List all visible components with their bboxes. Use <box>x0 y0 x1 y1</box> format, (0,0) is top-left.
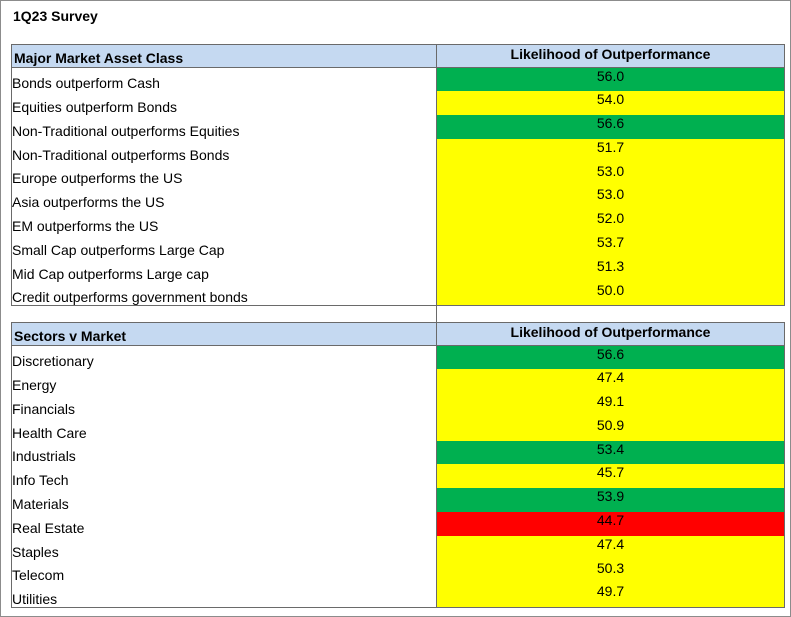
row-value: 56.0 <box>436 67 785 92</box>
table-row: Utilities 49.7 <box>11 583 785 608</box>
asset-class-header: Major Market Asset Class <box>11 44 437 68</box>
row-value: 50.0 <box>436 281 785 306</box>
asset-class-table: Major Market Asset Class Likelihood of O… <box>11 44 785 306</box>
row-label: Utilities <box>11 583 437 608</box>
row-value: 53.0 <box>436 186 785 211</box>
row-value: 51.7 <box>436 138 785 163</box>
row-value: 47.4 <box>436 369 785 394</box>
sectors-value-header: Likelihood of Outperformance <box>436 322 785 346</box>
row-label: Equities outperform Bonds <box>11 91 437 116</box>
row-label: Small Cap outperforms Large Cap <box>11 234 437 258</box>
row-label: Industrials <box>11 440 437 465</box>
table-row: Real Estate 44.7 <box>11 512 785 536</box>
row-value: 54.0 <box>436 91 785 116</box>
asset-class-value-header: Likelihood of Outperformance <box>436 44 785 68</box>
row-label: Mid Cap outperforms Large cap <box>11 257 437 282</box>
table-row: Credit outperforms government bonds 50.0 <box>11 281 785 306</box>
asset-class-rows: Bonds outperform Cash 56.0 Equities outper… <box>11 67 785 306</box>
table-row: Asia outperforms the US 53.0 <box>11 186 785 211</box>
row-value: 53.0 <box>436 162 785 187</box>
row-label: Credit outperforms government bonds <box>11 281 437 306</box>
table-row: Energy 47.4 <box>11 369 785 394</box>
row-label: Real Estate <box>11 512 437 536</box>
table-row: Telecom 50.3 <box>11 559 785 584</box>
row-label: Discretionary <box>11 345 437 370</box>
row-label: Bonds outperform Cash <box>11 67 437 92</box>
table-row: Mid Cap outperforms Large cap 51.3 <box>11 257 785 282</box>
table-row: Health Care 50.9 <box>11 416 785 441</box>
table-row: Financials 49.1 <box>11 393 785 417</box>
row-value: 44.7 <box>436 512 785 536</box>
row-label: Asia outperforms the US <box>11 186 437 211</box>
row-value: 56.6 <box>436 345 785 370</box>
row-value: 45.7 <box>436 464 785 489</box>
table-row: EM outperforms the US 52.0 <box>11 210 785 235</box>
row-label: EM outperforms the US <box>11 210 437 235</box>
row-label: Energy <box>11 369 437 394</box>
row-value: 50.9 <box>436 416 785 441</box>
section-divider <box>436 303 437 322</box>
table-row: Materials 53.9 <box>11 488 785 513</box>
row-label: Staples <box>11 535 437 560</box>
row-value: 52.0 <box>436 210 785 235</box>
table-row: Discretionary 56.6 <box>11 345 785 370</box>
row-label: Materials <box>11 488 437 513</box>
row-value: 53.7 <box>436 234 785 258</box>
row-value: 56.6 <box>436 115 785 139</box>
sectors-header: Sectors v Market <box>11 322 437 346</box>
sectors-rows: Discretionary 56.6 Energy 47.4 Financials 49.… <box>11 345 785 608</box>
table-row: Non-Traditional outperforms Equities 56.6 <box>11 115 785 139</box>
row-value: 50.3 <box>436 559 785 584</box>
table-row: Staples 47.4 <box>11 535 785 560</box>
row-label: Telecom <box>11 559 437 584</box>
table-row: Industrials 53.4 <box>11 440 785 465</box>
row-label: Non-Traditional outperforms Bonds <box>11 138 437 163</box>
table-row: Info Tech 45.7 <box>11 464 785 489</box>
row-label: Non-Traditional outperforms Equities <box>11 115 437 139</box>
row-value: 47.4 <box>436 535 785 560</box>
row-value: 49.1 <box>436 393 785 417</box>
table-row: Bonds outperform Cash 56.0 <box>11 67 785 92</box>
row-value: 51.3 <box>436 257 785 282</box>
row-value: 53.4 <box>436 440 785 465</box>
row-value: 49.7 <box>436 583 785 608</box>
row-label: Financials <box>11 393 437 417</box>
table-row: Europe outperforms the US 53.0 <box>11 162 785 187</box>
row-label: Europe outperforms the US <box>11 162 437 187</box>
table-row: Equities outperform Bonds 54.0 <box>11 91 785 116</box>
row-value: 53.9 <box>436 488 785 513</box>
sectors-table: Sectors v Market Likelihood of Outperfor… <box>11 322 785 608</box>
table-row: Small Cap outperforms Large Cap 53.7 <box>11 234 785 258</box>
row-label: Info Tech <box>11 464 437 489</box>
table-row: Non-Traditional outperforms Bonds 51.7 <box>11 138 785 163</box>
page-title: 1Q23 Survey <box>13 8 98 24</box>
row-label: Health Care <box>11 416 437 441</box>
